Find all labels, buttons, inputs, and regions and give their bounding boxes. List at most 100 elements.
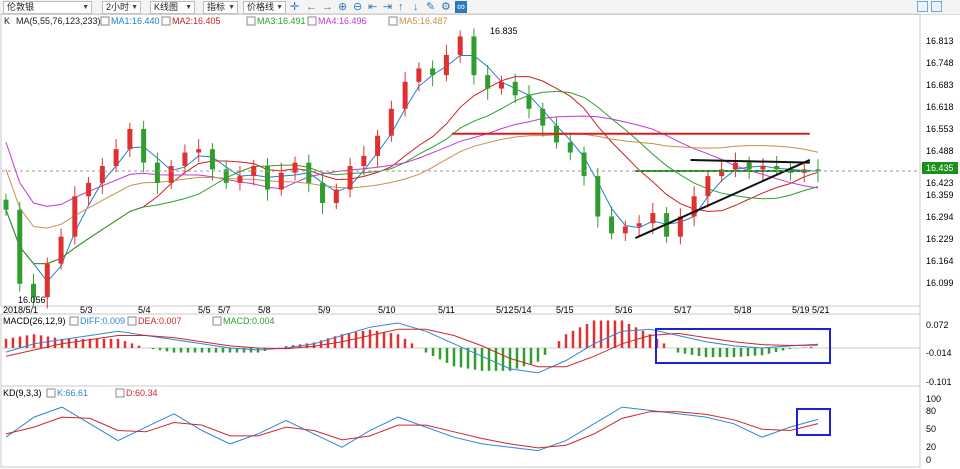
maximize-button[interactable] (931, 1, 942, 12)
high-price-label: 16.835 (490, 26, 518, 36)
candle-body (3, 199, 9, 210)
current-price-label: 16.435 (926, 163, 954, 173)
candle-body (168, 166, 174, 183)
date-label: 5/16 (615, 305, 633, 315)
ma-line-4 (5, 115, 819, 207)
candle-body (457, 36, 463, 55)
date-label: 5/3 (80, 305, 93, 315)
candle-body (306, 162, 312, 183)
ma5-swatch[interactable] (388, 16, 398, 26)
candle-body (72, 196, 78, 237)
pencil-icon[interactable]: ✎ (426, 1, 436, 13)
candle-body (99, 166, 105, 183)
date-label: 5/12 (496, 305, 514, 315)
candle-body (264, 166, 270, 190)
macd-swatch[interactable] (212, 316, 222, 326)
y-tick: 16.229 (926, 234, 954, 244)
dea-swatch[interactable] (127, 316, 137, 326)
k-swatch[interactable] (46, 388, 56, 398)
macd-highlight-box (655, 328, 831, 364)
candle-body (154, 162, 160, 183)
kd-y-tick: 100 (926, 394, 941, 404)
ma4-swatch[interactable] (307, 16, 317, 26)
candle-body (320, 182, 326, 204)
candle-body (31, 283, 37, 298)
kd-lines (5, 406, 819, 452)
candle-body (58, 236, 64, 264)
date-axis: 2018/5/1 5/3 5/4 5/5 5/7 5/8 5/9 5/10 5/… (3, 305, 830, 315)
y-tick: 16.683 (926, 80, 954, 90)
zoom-in-icon[interactable]: ⊕ (338, 1, 348, 13)
trendline-rising-support (635, 159, 811, 239)
y-tick: 16.748 (926, 58, 954, 68)
candle-body (526, 95, 532, 109)
candle-body (732, 162, 738, 170)
candle-body (17, 209, 23, 284)
kd-highlight-box (796, 408, 831, 436)
left-arrow-icon[interactable]: ← (306, 1, 317, 13)
candle-body (622, 226, 628, 234)
settings-icon[interactable]: ⚙ (441, 1, 451, 13)
ma3-swatch[interactable] (246, 16, 256, 26)
candle-body (498, 81, 504, 89)
candle-body (402, 81, 408, 109)
ma1-value: MA1:16.440 (111, 16, 160, 26)
low-price-label: 16.056 (18, 295, 46, 305)
candle-body (292, 162, 298, 173)
dea-line (5, 328, 819, 368)
trendline-group[interactable] (2, 132, 920, 239)
chevron-down-icon: ▼ (228, 4, 235, 11)
candle-body (595, 176, 601, 217)
candle-body (746, 162, 752, 170)
link-icon[interactable]: ∞ (455, 1, 467, 13)
date-label: 5/21 (812, 305, 830, 315)
y-tick: 16.099 (926, 278, 954, 288)
macd-header: MACD(26,12,9) (3, 316, 66, 326)
date-label: 5/11 (438, 305, 455, 315)
move-right-icon[interactable]: ⇥ (383, 1, 393, 13)
crosshair-icon[interactable]: ✛ (290, 1, 300, 13)
price-panel-label: K (4, 16, 10, 26)
current-price-marker (922, 162, 958, 174)
macd-lines (5, 322, 819, 374)
diff-swatch[interactable] (69, 316, 79, 326)
candle-body (677, 216, 683, 237)
ma1-swatch[interactable] (100, 16, 110, 26)
d-swatch[interactable] (115, 388, 125, 398)
kd-y-tick: 0 (926, 455, 931, 465)
trendline-upper-slope (690, 158, 810, 164)
candle-body (705, 176, 711, 197)
candle-body (581, 152, 587, 177)
candle-body (774, 166, 780, 170)
zoom-out-icon[interactable]: ⊖ (353, 1, 363, 13)
k-value: K:66.61 (57, 388, 88, 398)
candle-body (237, 176, 243, 183)
candle-body (609, 216, 615, 234)
symbol-label: 伦敦银 (7, 2, 35, 12)
ma-header: MA(5,55,76,123,233) (16, 16, 101, 26)
chevron-down-icon: ▼ (82, 4, 89, 11)
candle-body (512, 81, 518, 96)
y-tick: 16.553 (926, 124, 954, 134)
candle-body (141, 128, 147, 163)
down-icon[interactable]: ↓ (413, 1, 419, 13)
ma-line-5 (5, 133, 819, 229)
move-left-icon[interactable]: ⇤ (368, 1, 378, 13)
ma2-swatch[interactable] (161, 16, 171, 26)
candle-body (650, 213, 656, 224)
price-line-label: 价格线 (247, 2, 275, 12)
candle-body (815, 169, 821, 172)
candle-body (127, 128, 133, 150)
date-label: 5/19 (792, 305, 810, 315)
d-value: D:60.34 (126, 388, 158, 398)
y-tick: 16.423 (926, 178, 954, 188)
minimize-button[interactable] (917, 1, 928, 12)
candle-body (719, 169, 725, 177)
candlestick-series (3, 28, 821, 309)
right-arrow-icon[interactable]: → (322, 1, 333, 13)
y-tick: 16.294 (926, 212, 954, 222)
y-tick: 16.618 (926, 102, 954, 112)
date-label: 5/9 (318, 305, 331, 315)
up-icon[interactable]: ↑ (398, 1, 404, 13)
